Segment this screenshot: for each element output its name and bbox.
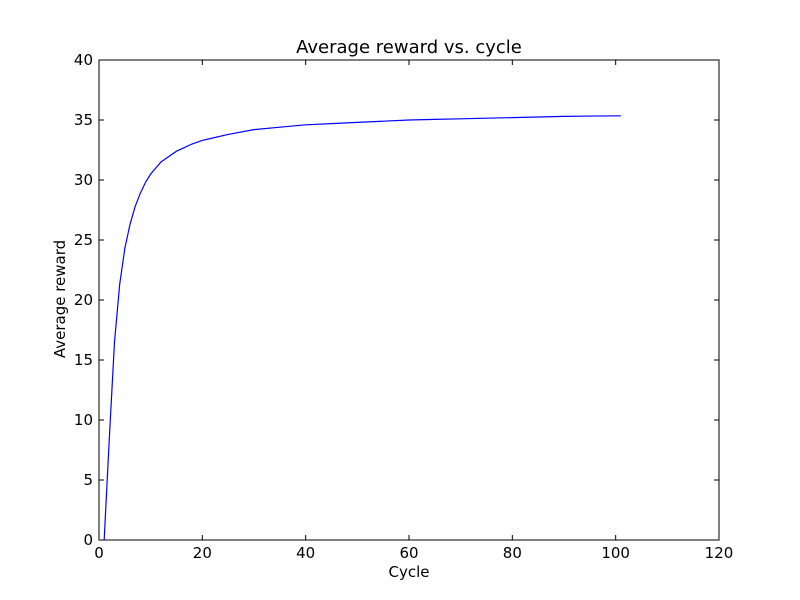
y-tick-label: 0	[83, 531, 93, 549]
x-tick-label: 100	[601, 544, 630, 562]
y-tick-label: 10	[74, 411, 93, 429]
y-tick-label: 20	[74, 291, 93, 309]
x-tick-label: 0	[94, 544, 104, 562]
y-tick-label: 40	[74, 51, 93, 69]
x-tick-label: 20	[193, 544, 212, 562]
chart-title: Average reward vs. cycle	[296, 37, 522, 58]
x-tick-label: 80	[503, 544, 522, 562]
plot-area	[98, 59, 720, 541]
y-tick-label: 5	[83, 471, 93, 489]
ticks-layer: 0 20 40 60 80 100 120 0 5 10 15 20 25 30 35 40	[74, 51, 733, 562]
x-tick-label: 120	[705, 544, 734, 562]
y-axis-label: Average reward	[51, 240, 69, 358]
x-tick-label: 40	[296, 544, 315, 562]
y-tick-label: 35	[74, 111, 93, 129]
y-tick-label: 25	[74, 231, 93, 249]
x-axis-label: Cycle	[389, 563, 430, 581]
y-tick-label: 30	[74, 171, 93, 189]
x-tick-label: 60	[399, 544, 418, 562]
y-tick-label: 15	[74, 351, 93, 369]
series-layer	[103, 115, 621, 541]
axes-frame	[98, 59, 720, 541]
series-line-0	[103, 115, 621, 541]
